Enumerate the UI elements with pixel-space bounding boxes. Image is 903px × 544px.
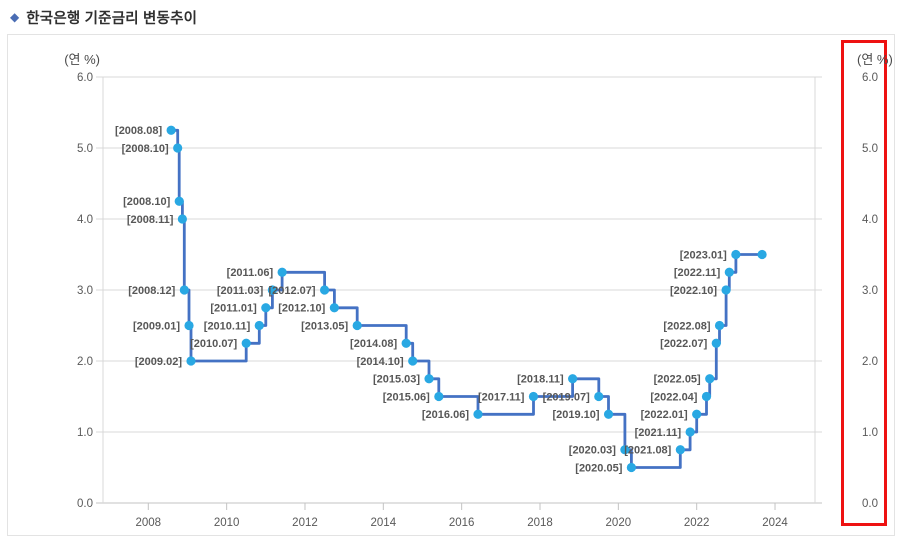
right-axis-highlight-box	[841, 40, 887, 526]
y-axis-unit-label-right: (연 %)	[857, 52, 893, 67]
diamond-bullet-icon: ◆	[10, 10, 20, 24]
page-title: 한국은행 기준금리 변동추이	[26, 10, 198, 27]
y-axis-unit-label-left: (연 %)	[64, 52, 100, 67]
chart-title-row: ◆ 한국은행 기준금리 변동추이	[10, 6, 197, 28]
chart-panel	[7, 34, 895, 536]
